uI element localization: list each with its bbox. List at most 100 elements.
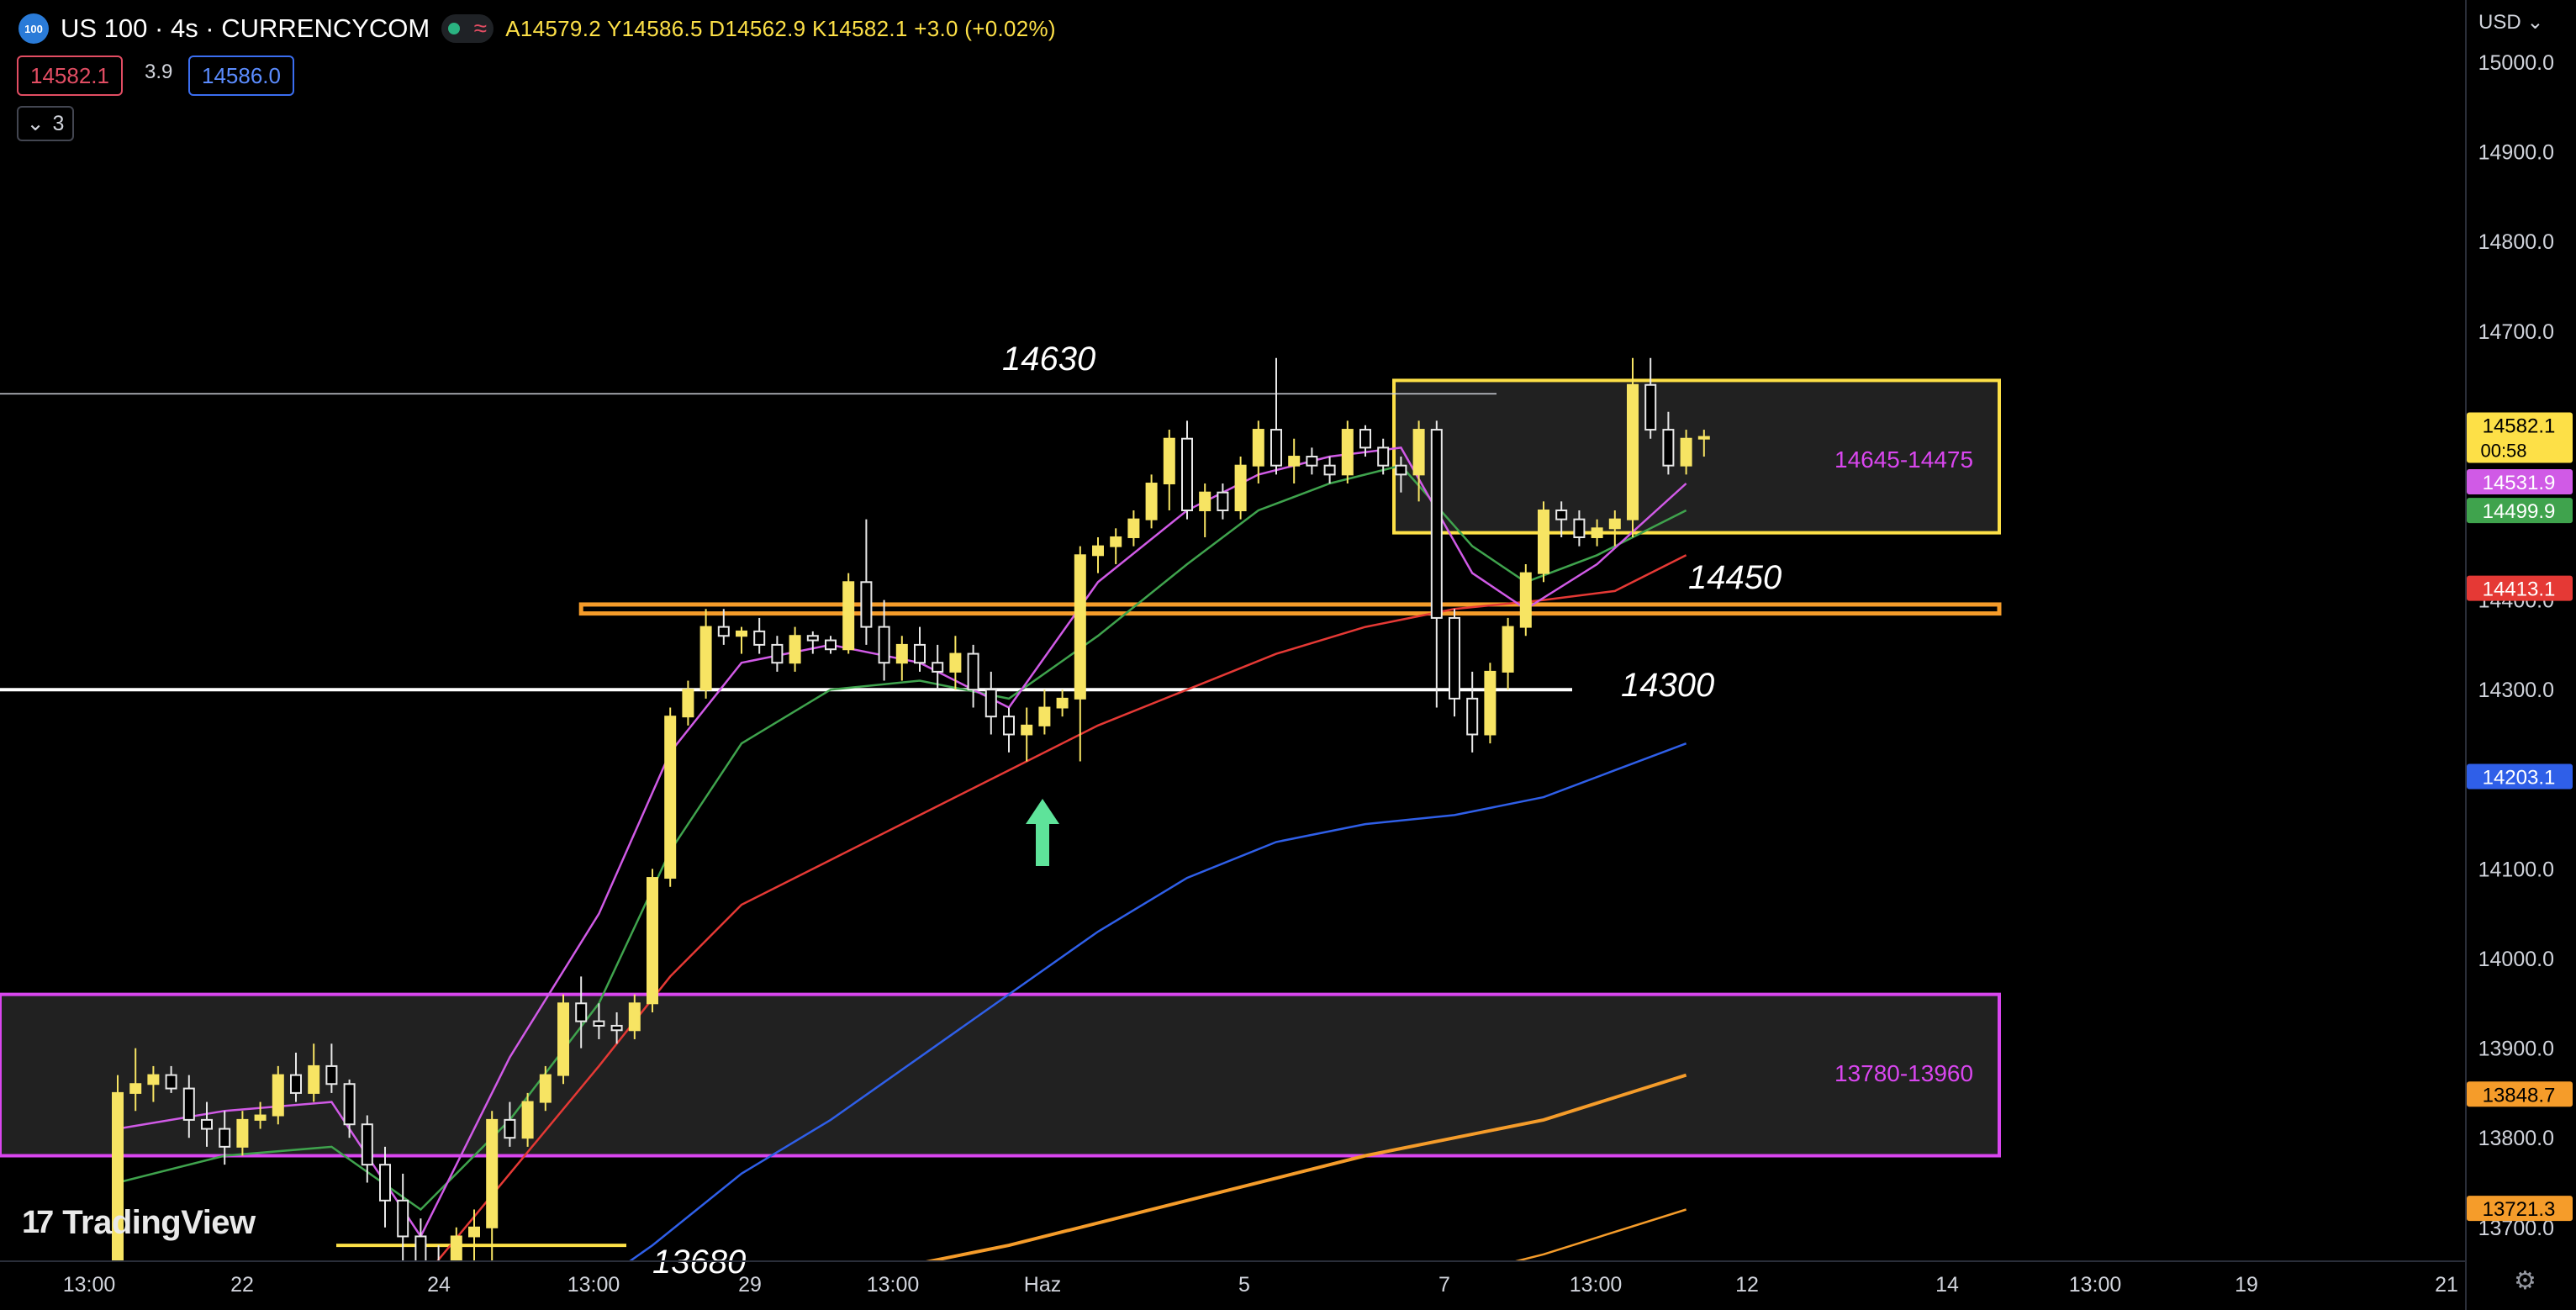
candle xyxy=(397,1199,409,1238)
tv-logo-icon: 17 xyxy=(22,1205,54,1240)
candle xyxy=(1092,545,1104,557)
time-tick-label: 13:00 xyxy=(2069,1273,2122,1297)
candle xyxy=(129,1083,142,1094)
candle xyxy=(628,1002,641,1032)
price-label-box xyxy=(2467,1196,2573,1222)
candle xyxy=(1003,716,1015,736)
candle xyxy=(1163,437,1175,485)
symbol-title[interactable]: US 100 · 4s · CURRENCYCOM xyxy=(61,13,430,43)
zone-label-13780-13960: 13780-13960 xyxy=(1834,1060,1973,1086)
candle xyxy=(1377,446,1390,467)
candle xyxy=(1341,429,1354,476)
candle xyxy=(414,1235,427,1261)
candle xyxy=(1270,429,1282,467)
time-tick-label: 14 xyxy=(1935,1273,1959,1297)
price-label-text: 14531.9 xyxy=(2483,472,2556,494)
market-open-icon xyxy=(448,23,461,34)
indicators-collapse-button[interactable]: ⌄ 3 xyxy=(17,106,74,141)
symbol-logo-icon: 100 xyxy=(18,13,49,44)
candle xyxy=(504,1118,516,1139)
candle xyxy=(434,1263,444,1272)
price-tick-label: 14800.0 xyxy=(2478,230,2554,254)
price-label-text: 13721.3 xyxy=(2483,1198,2556,1221)
price-label-box xyxy=(2467,763,2573,790)
candle xyxy=(860,581,873,628)
label-14630: 14630 xyxy=(1002,341,1095,378)
candle xyxy=(984,689,997,718)
candle xyxy=(664,716,677,879)
candle xyxy=(1555,510,1568,520)
sell-price-button[interactable]: 14582.1 xyxy=(17,55,123,96)
candle xyxy=(521,1101,534,1139)
candle xyxy=(112,1091,124,1261)
currency-selector[interactable]: USD ⌄ xyxy=(2478,11,2544,34)
candle xyxy=(1359,429,1371,449)
price-tick-label: 14300.0 xyxy=(2478,679,2554,702)
ema-orange2-line xyxy=(1512,1208,1687,1261)
candle xyxy=(1412,429,1425,476)
candle xyxy=(1056,697,1069,709)
time-tick-label: 29 xyxy=(738,1273,762,1297)
price-label-text: 14203.1 xyxy=(2483,766,2556,789)
candle xyxy=(789,635,801,664)
candle xyxy=(575,1002,588,1022)
candle xyxy=(1127,518,1140,538)
ema-mid-line xyxy=(117,464,1687,1212)
price-tick-label: 14100.0 xyxy=(2478,858,2554,881)
buy-price-button[interactable]: 14586.0 xyxy=(188,55,294,96)
price-label-text: 14499.9 xyxy=(2483,500,2556,523)
candle xyxy=(1306,456,1318,467)
candle xyxy=(1627,383,1639,520)
label-14450: 14450 xyxy=(1688,559,1782,596)
ema-slow-line xyxy=(435,554,1687,1261)
wave-icon: ≈ xyxy=(473,15,488,41)
time-tick-label: 13:00 xyxy=(1570,1273,1623,1297)
candle xyxy=(1449,616,1460,700)
candle xyxy=(1217,491,1229,511)
candle xyxy=(1662,429,1675,467)
candle xyxy=(699,626,712,691)
candle xyxy=(236,1118,249,1148)
candle xyxy=(753,630,766,646)
candle xyxy=(1573,518,1586,538)
chevron-down-icon: ⌄ xyxy=(26,112,45,135)
price-tick-label: 13900.0 xyxy=(2478,1038,2554,1061)
candle xyxy=(771,643,784,664)
candle xyxy=(361,1123,373,1166)
candle xyxy=(308,1064,320,1094)
price-tick-label: 14900.0 xyxy=(2478,141,2554,165)
candle xyxy=(895,643,908,664)
candle xyxy=(1608,518,1621,530)
candle xyxy=(201,1118,213,1130)
candle xyxy=(219,1128,231,1148)
ema-200-line xyxy=(627,742,1687,1261)
ohlc-values: A14579.2 Y14586.5 D14562.9 K14582.1 +3.0… xyxy=(505,15,1056,41)
tradingview-logo[interactable]: 17 TradingView xyxy=(22,1204,256,1242)
candle xyxy=(1145,483,1158,520)
candle xyxy=(647,877,658,1005)
zone-label-14645-14475: 14645-14475 xyxy=(1834,446,1973,473)
candle xyxy=(1430,429,1443,619)
candle xyxy=(1288,456,1301,467)
candle xyxy=(147,1074,160,1086)
candle xyxy=(1234,464,1247,512)
price-label-text: 13848.7 xyxy=(2483,1084,2556,1107)
candle xyxy=(1644,383,1657,431)
price-label-box xyxy=(2467,412,2573,463)
spread-value: 3.9 xyxy=(145,61,173,83)
candle xyxy=(1323,464,1336,476)
time-tick-label: 5 xyxy=(1238,1273,1250,1297)
ema-fast-line xyxy=(117,446,1687,1239)
candle xyxy=(379,1164,391,1202)
settings-gear-icon[interactable]: ⚙ xyxy=(2514,1267,2536,1295)
candle xyxy=(486,1118,499,1228)
price-axis[interactable] xyxy=(2465,0,2576,1310)
candle xyxy=(1199,491,1211,511)
candle xyxy=(539,1074,552,1103)
candle xyxy=(682,689,694,718)
candle xyxy=(1181,437,1193,511)
price-label-text: 14413.1 xyxy=(2483,578,2556,601)
chart-header: 100 US 100 · 4s · CURRENCYCOM ≈ A14579.2… xyxy=(18,10,1056,47)
market-status-button[interactable]: ≈ xyxy=(441,14,494,43)
